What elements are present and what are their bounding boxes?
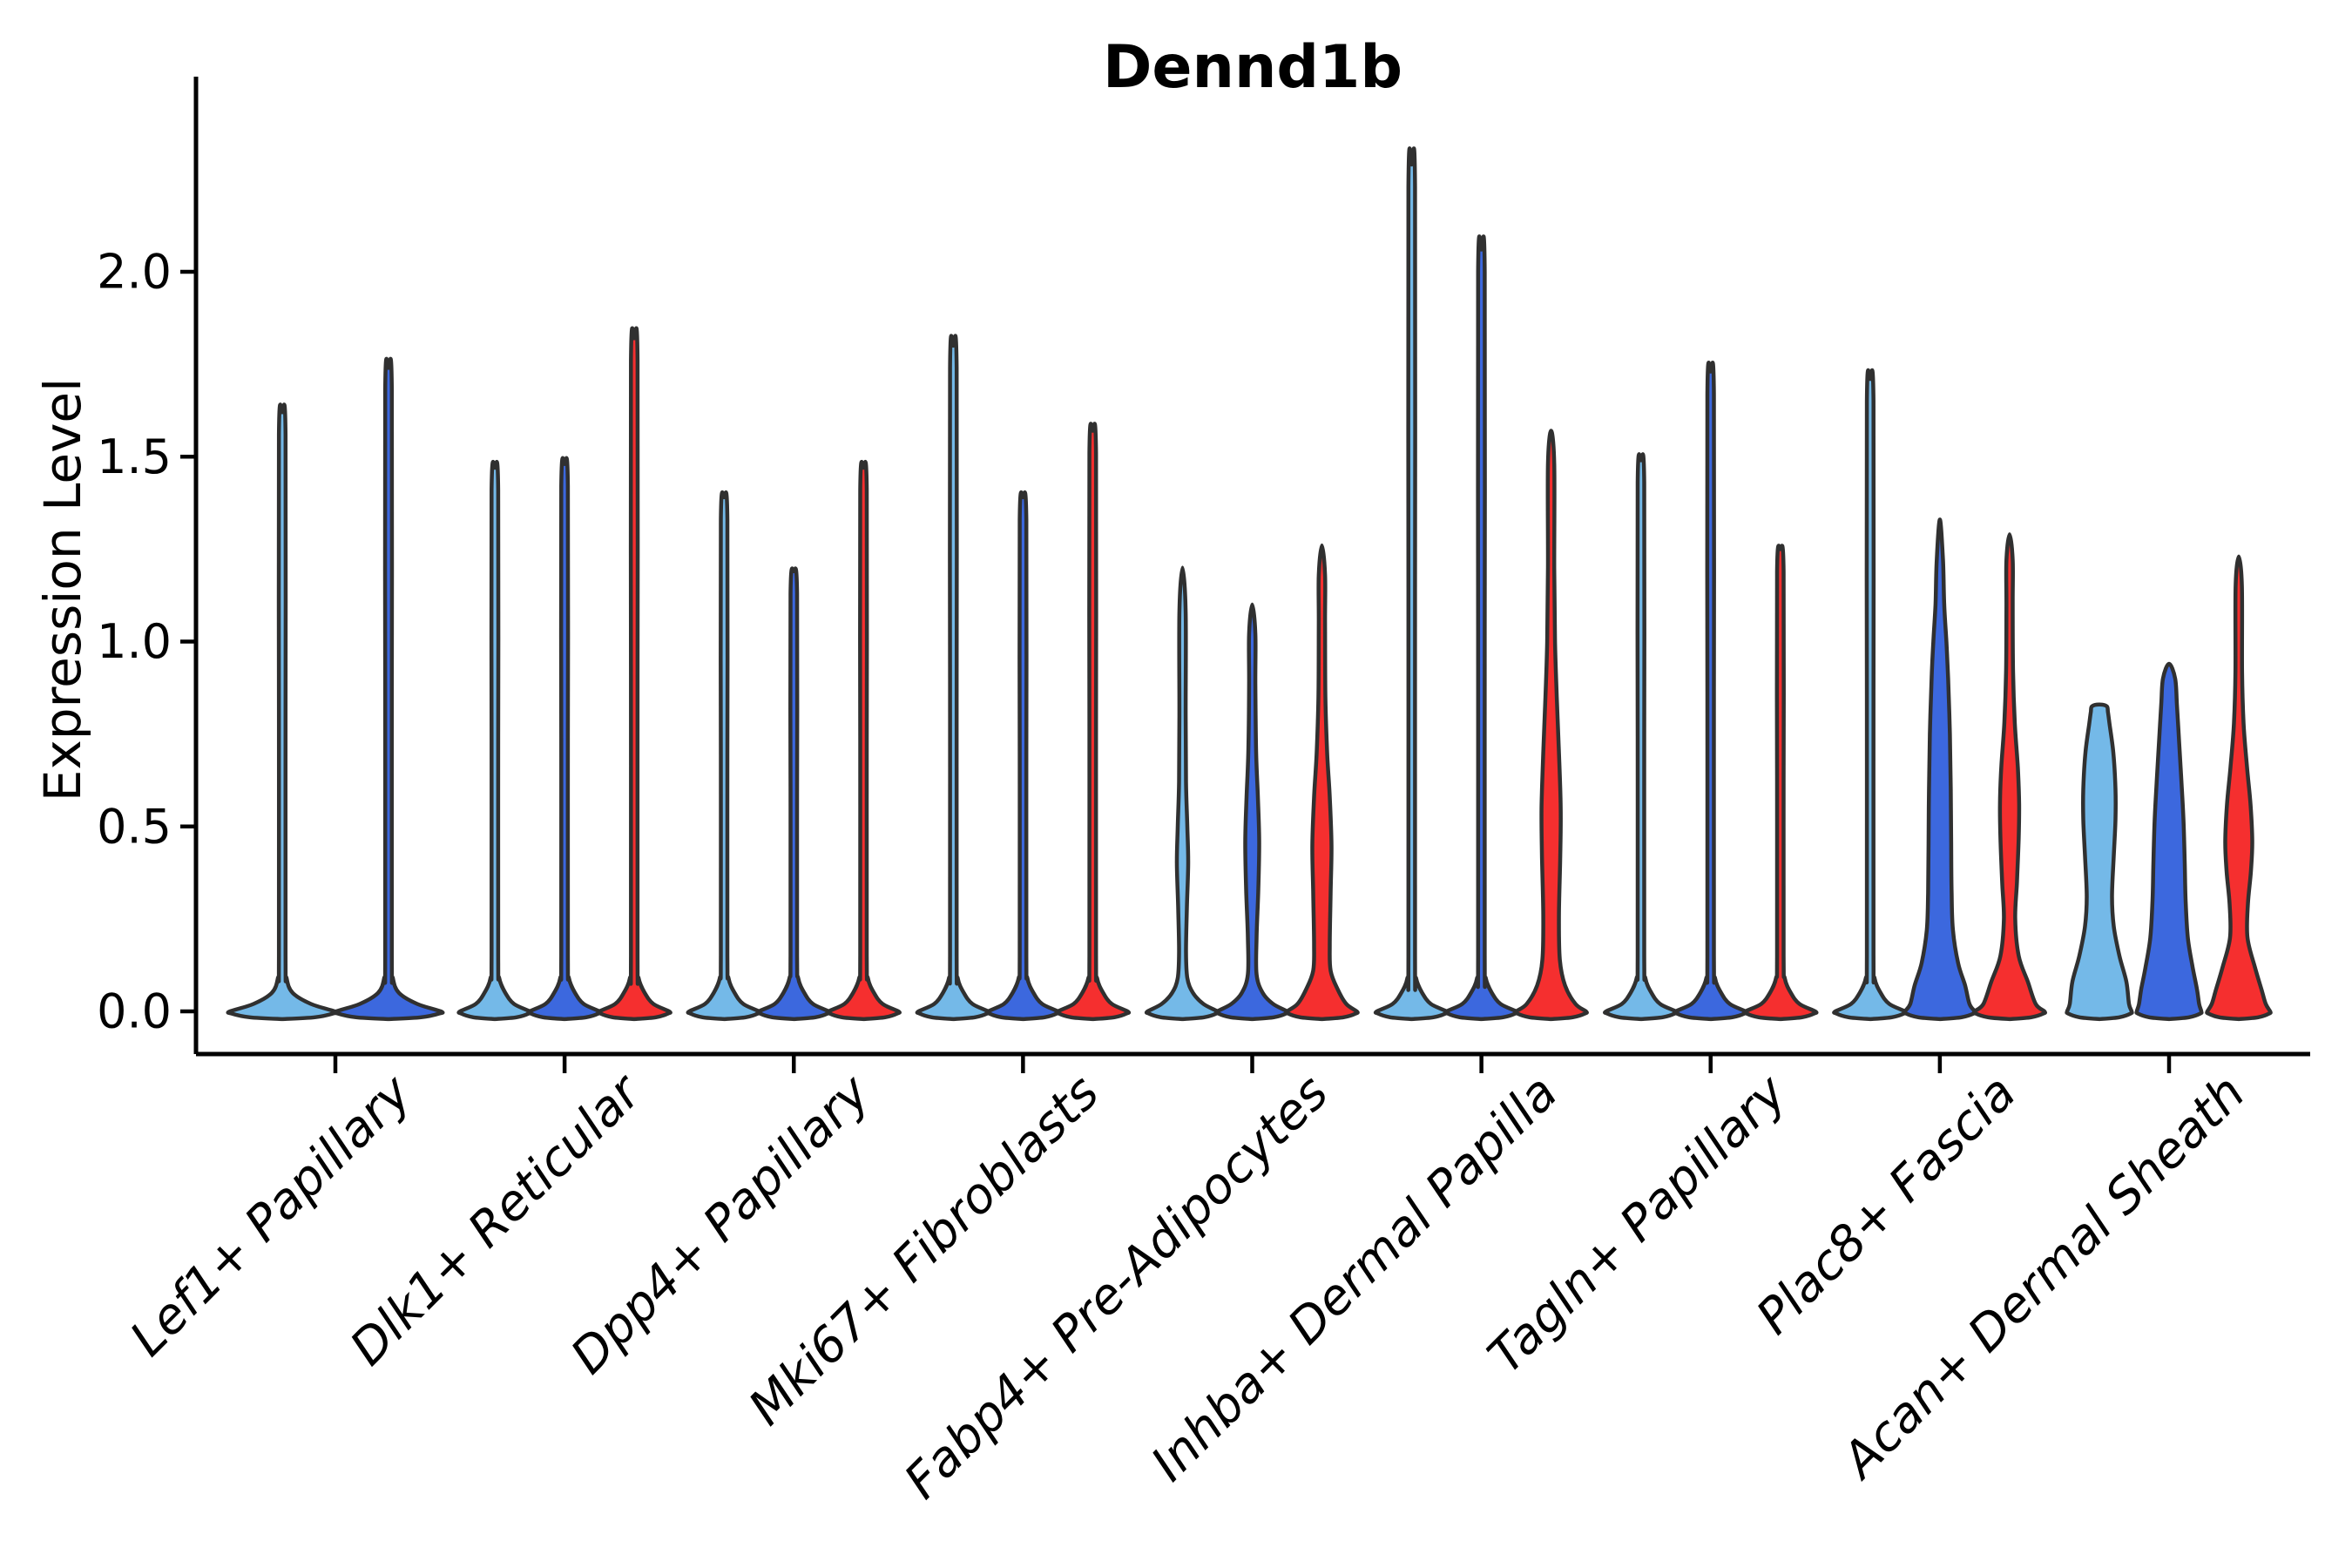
y-tick-label: 2.0 [97,245,172,300]
violin-mki67-blue [984,490,1062,1022]
violin-fabp4-lightblue [1144,565,1221,1022]
violin-plac8-red [1971,532,2048,1022]
violin-plac8-lightblue [1832,368,1909,1022]
y-tick-label: 1.5 [97,429,172,484]
axes-layer: 0.0 0.5 1.0 1.5 2.0 [97,77,2310,1073]
y-tick-label: 0.0 [97,984,172,1039]
violin-acan-lightblue [2065,702,2134,1022]
violin-inhba-lightblue [1373,146,1450,1022]
violin-tagln-red [1742,544,1819,1022]
violin-plac8-blue [1902,517,1977,1022]
violin-fabp4-blue [1213,602,1291,1022]
violin-fabp4-red [1284,543,1360,1022]
violin-lef1-lightblue [226,402,339,1022]
violin-mki67-red [1054,422,1132,1022]
violin-lef1-blue [332,356,445,1022]
violin-dpp4-lightblue [686,490,763,1022]
violin-dlk1-lightblue [456,460,533,1022]
chart-title: Dennd1b [1103,33,1402,102]
y-tick-label: 1.0 [97,614,172,669]
violin-inhba-red [1513,429,1589,1022]
violin-dlk1-red [596,326,672,1022]
x-tick-label: Inhba+ Dermal Papilla [1140,1064,1568,1492]
violin-dpp4-blue [755,566,833,1022]
y-tick-label: 0.5 [97,799,172,854]
x-tick-label: Fabp4+ Pre-Adipocytes [894,1064,1339,1510]
violin-acan-blue [2134,661,2204,1022]
y-axis-label: Expression Level [33,378,92,801]
x-tick-label: Acan+ Dermal Sheath [1830,1064,2256,1490]
violins-layer [226,146,2273,1022]
violin-dpp4-red [825,460,902,1022]
violin-tagln-lightblue [1603,452,1680,1022]
violin-inhba-blue [1443,234,1520,1022]
violin-dlk1-blue [526,456,603,1022]
violin-acan-red [2205,554,2273,1022]
violin-mki67-lightblue [915,334,992,1022]
violin-tagln-blue [1673,361,1749,1022]
